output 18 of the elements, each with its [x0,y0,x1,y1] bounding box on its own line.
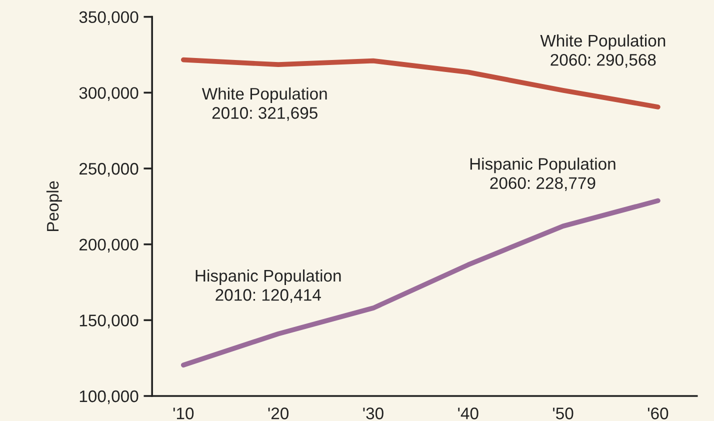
x-tick-label: '10 [173,408,194,420]
annotation: White Population 2010: 321,695 [202,87,327,121]
annotation: Hispanic Population 2010: 120,414 [196,269,341,303]
x-tick-label: '60 [648,408,668,420]
y-tick-label: 350,000 [79,11,138,26]
y-tick-label: 300,000 [79,87,138,101]
line-series [180,198,660,368]
y-tick-label: 250,000 [79,162,138,177]
x-tick-label: '30 [363,408,384,420]
y-tick-label: 100,000 [80,390,138,404]
y-tick-label: 150,000 [80,314,138,328]
x-tick-label: '20 [268,408,289,420]
x-tick-label: '40 [458,408,478,420]
y-axis-title: People [46,181,62,231]
annotation: Hispanic Population 2060: 228,779 [470,158,616,191]
annotation: White Population 2060: 290,568 [540,34,666,68]
x-tick-label: '50 [553,408,574,420]
y-tick-label: 200,000 [79,238,138,253]
